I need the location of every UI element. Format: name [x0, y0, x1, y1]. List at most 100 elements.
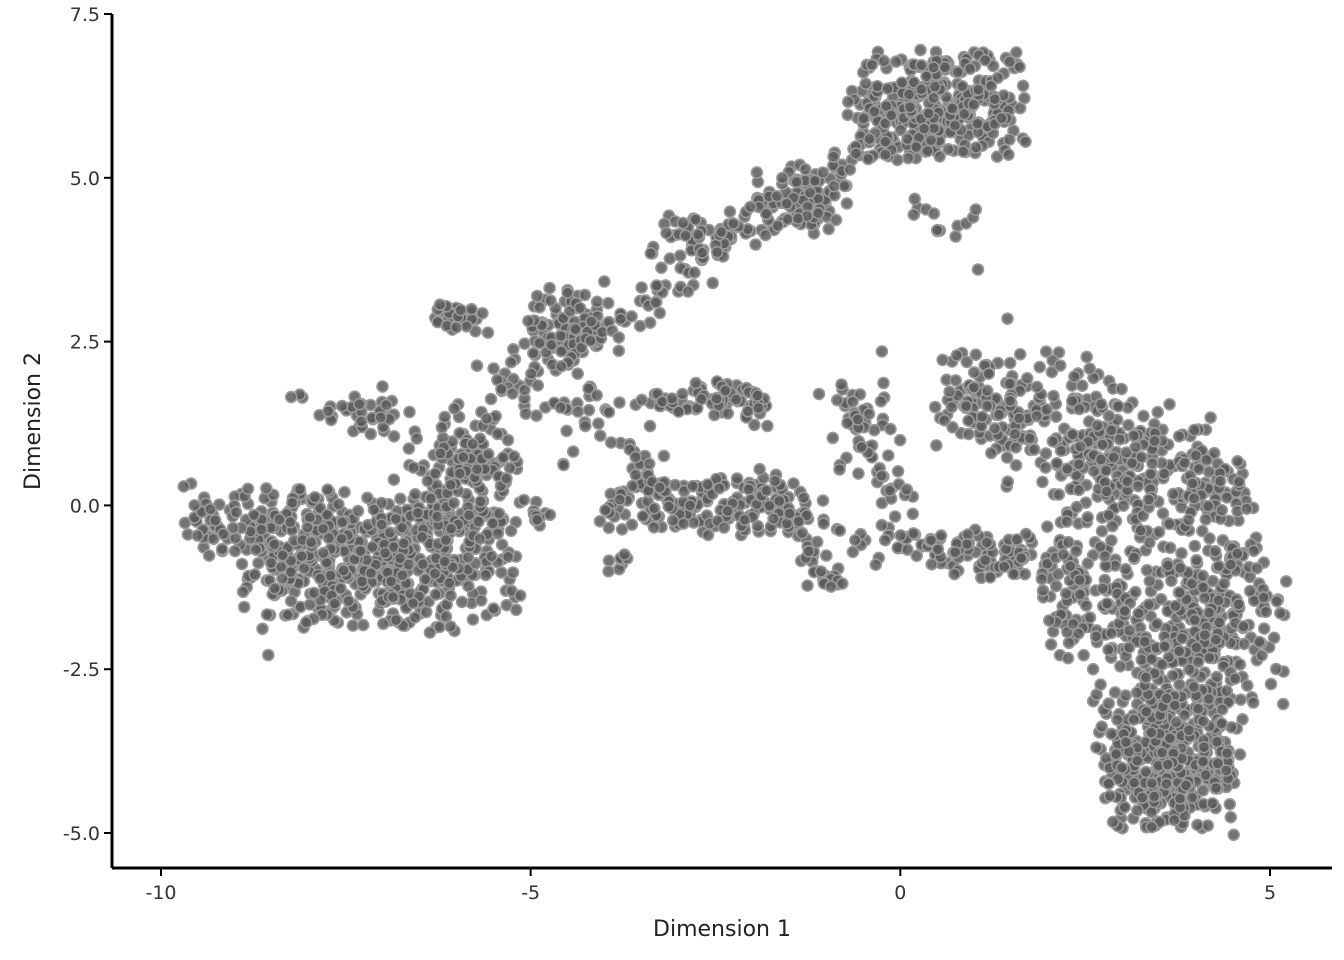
- data-point: [582, 403, 596, 417]
- data-point: [430, 510, 444, 523]
- data-point: [883, 484, 897, 497]
- data-point: [433, 298, 447, 312]
- data-point: [530, 409, 543, 423]
- data-point: [718, 384, 732, 398]
- data-point: [367, 503, 381, 516]
- data-point: [726, 217, 740, 230]
- data-point: [284, 390, 298, 404]
- data-point: [759, 207, 773, 221]
- data-point: [1199, 513, 1213, 526]
- data-point: [1173, 792, 1187, 805]
- data-point: [486, 517, 500, 530]
- data-point: [506, 566, 520, 579]
- data-point: [877, 54, 891, 68]
- data-point: [1003, 394, 1017, 408]
- data-point: [686, 479, 700, 493]
- data-point: [374, 411, 388, 424]
- data-point: [1169, 599, 1182, 613]
- data-point: [1047, 389, 1060, 403]
- data-point: [495, 382, 508, 396]
- data-point: [715, 225, 728, 239]
- data-point: [865, 58, 879, 72]
- data-point: [894, 529, 907, 542]
- data-point: [419, 605, 433, 619]
- data-point: [1000, 451, 1014, 464]
- data-point: [601, 296, 615, 310]
- data-point: [971, 263, 985, 276]
- data-point: [1102, 409, 1116, 423]
- data-point: [1073, 440, 1087, 453]
- data-point: [655, 261, 668, 275]
- data-point: [770, 189, 784, 203]
- data-point: [491, 427, 504, 441]
- data-point: [590, 388, 604, 402]
- data-point: [812, 387, 826, 401]
- data-point: [337, 564, 350, 577]
- data-point: [877, 376, 890, 390]
- data-point: [930, 223, 944, 237]
- data-point: [1250, 561, 1264, 575]
- data-point: [1233, 658, 1247, 671]
- data-point: [260, 608, 274, 621]
- data-point: [1247, 696, 1260, 709]
- data-point: [1109, 747, 1123, 761]
- data-point: [1202, 692, 1216, 706]
- data-point: [402, 442, 416, 455]
- data-point: [810, 535, 824, 549]
- data-point: [1096, 582, 1110, 595]
- data-point: [1095, 720, 1108, 734]
- data-point: [1072, 627, 1085, 640]
- data-point: [1121, 475, 1134, 488]
- data-point: [320, 508, 334, 522]
- y-tick-label: 0.0: [70, 495, 100, 517]
- data-point: [1039, 461, 1052, 474]
- data-point: [1039, 447, 1053, 460]
- data-point: [960, 355, 974, 369]
- data-point: [1003, 377, 1017, 391]
- data-point: [612, 344, 626, 358]
- data-point: [479, 568, 493, 582]
- data-point: [303, 598, 317, 611]
- data-point: [787, 477, 800, 490]
- data-point: [1232, 597, 1245, 611]
- data-point: [481, 447, 495, 461]
- data-point: [1173, 586, 1186, 599]
- data-point: [1010, 533, 1024, 546]
- data-point: [1178, 708, 1191, 722]
- data-point: [465, 302, 478, 316]
- data-point: [875, 518, 889, 532]
- data-point: [921, 144, 934, 158]
- data-point: [879, 135, 892, 148]
- data-point: [983, 570, 997, 584]
- data-point: [504, 355, 518, 369]
- data-point: [1106, 519, 1119, 533]
- data-point: [509, 603, 523, 617]
- data-point: [177, 480, 191, 493]
- data-point: [1191, 702, 1205, 716]
- data-point: [1052, 488, 1066, 501]
- data-point: [1145, 726, 1158, 739]
- data-point: [1100, 485, 1113, 498]
- data-point: [1197, 740, 1211, 754]
- data-point: [566, 445, 580, 458]
- data-point: [841, 95, 855, 109]
- data-point: [816, 494, 830, 507]
- data-point: [584, 334, 597, 348]
- data-point: [1105, 727, 1118, 741]
- data-point: [694, 392, 708, 406]
- data-point: [889, 55, 903, 69]
- data-point: [395, 521, 409, 535]
- data-point: [1102, 697, 1115, 710]
- data-point: [410, 432, 424, 445]
- data-point: [602, 521, 616, 535]
- data-point: [1095, 524, 1109, 538]
- data-point: [518, 383, 531, 397]
- data-point: [387, 473, 401, 487]
- data-point: [484, 392, 498, 406]
- data-point: [1212, 559, 1225, 573]
- data-point: [1057, 548, 1070, 561]
- data-point: [1098, 549, 1112, 563]
- data-point: [695, 246, 709, 259]
- data-point: [460, 319, 473, 333]
- data-point: [629, 450, 642, 464]
